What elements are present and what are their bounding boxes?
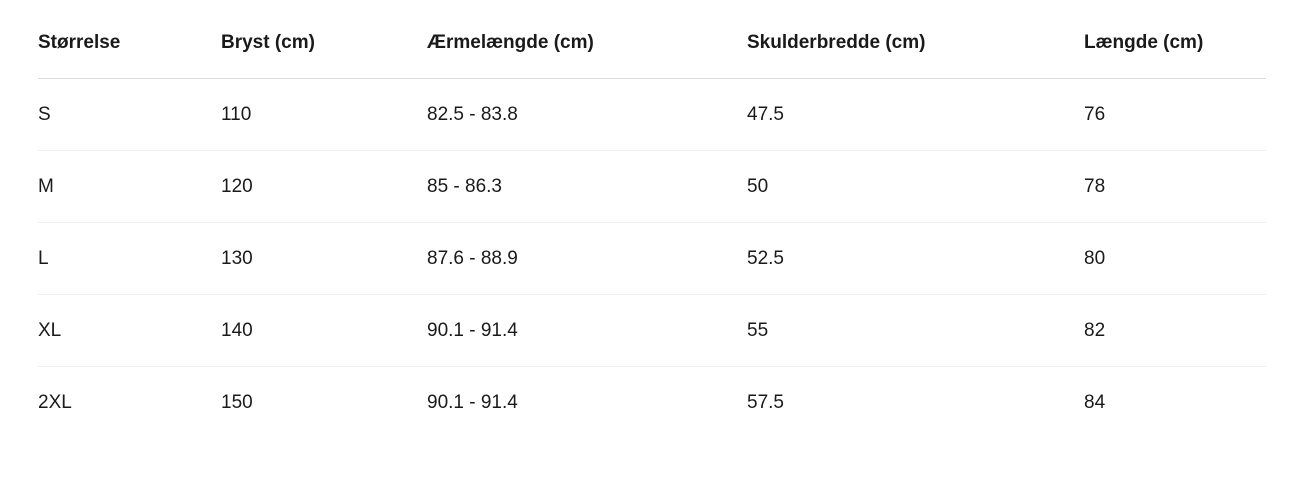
table-cell: S <box>38 78 221 151</box>
table-row: 2XL 150 90.1 - 91.4 57.5 84 <box>38 367 1266 439</box>
column-header: Bryst (cm) <box>221 8 427 79</box>
table-body: S 110 82.5 - 83.8 47.5 76 M 120 85 - 86.3 50 78 L 1… <box>38 78 1266 439</box>
table-cell: 90.1 - 91.4 <box>427 294 747 367</box>
table-cell: 47.5 <box>747 78 1084 151</box>
column-header: Størrelse <box>38 8 221 79</box>
size-table: Størrelse Bryst (cm) Ærmelængde (cm) Skulde… <box>38 8 1266 438</box>
table-cell: 78 <box>1084 150 1266 223</box>
table-row: XL 140 90.1 - 91.4 55 82 <box>38 294 1266 367</box>
table-cell: 80 <box>1084 222 1266 295</box>
table-cell: 50 <box>747 150 1084 223</box>
table-cell: 120 <box>221 150 427 223</box>
column-header: Skulderbredde (cm) <box>747 8 1084 79</box>
table-cell: 85 - 86.3 <box>427 150 747 223</box>
table-head: Størrelse Bryst (cm) Ærmelængde (cm) Skulde… <box>38 8 1266 79</box>
table-row: L 130 87.6 - 88.9 52.5 80 <box>38 222 1266 295</box>
table-cell: 90.1 - 91.4 <box>427 391 518 413</box>
column-header: Ærmelængde (cm) <box>427 8 747 79</box>
table-cell: 140 <box>221 294 427 367</box>
table-cell: 55 <box>747 294 1084 367</box>
table-cell: M <box>38 150 221 223</box>
table-cell: 130 <box>221 222 427 295</box>
table-row: S 110 82.5 - 83.8 47.5 76 <box>38 78 1266 151</box>
table-cell: 52.5 <box>747 222 1084 295</box>
table-cell: 82 <box>1084 294 1266 367</box>
table-cell: 87.6 - 88.9 <box>427 222 747 295</box>
size-table-container: Størrelse Bryst (cm) Ærmelængde (cm) Skulde… <box>38 8 1266 438</box>
table-cell: XL <box>38 294 221 367</box>
column-header: Længde (cm) <box>1084 8 1266 79</box>
header-row: Størrelse Bryst (cm) Ærmelængde (cm) Skulde… <box>38 8 1266 79</box>
table-cell: 110 <box>221 78 427 151</box>
table-cell: 57.5 <box>747 391 784 413</box>
table-cell: 82.5 - 83.8 <box>427 78 747 151</box>
table-cell: L <box>38 222 221 295</box>
table-cell: 2XL <box>38 391 72 413</box>
table-cell: 150 <box>221 391 253 413</box>
table-row: M 120 85 - 86.3 50 78 <box>38 150 1266 223</box>
table-cell: 84 <box>1084 391 1106 413</box>
table-cell: 76 <box>1084 78 1266 151</box>
